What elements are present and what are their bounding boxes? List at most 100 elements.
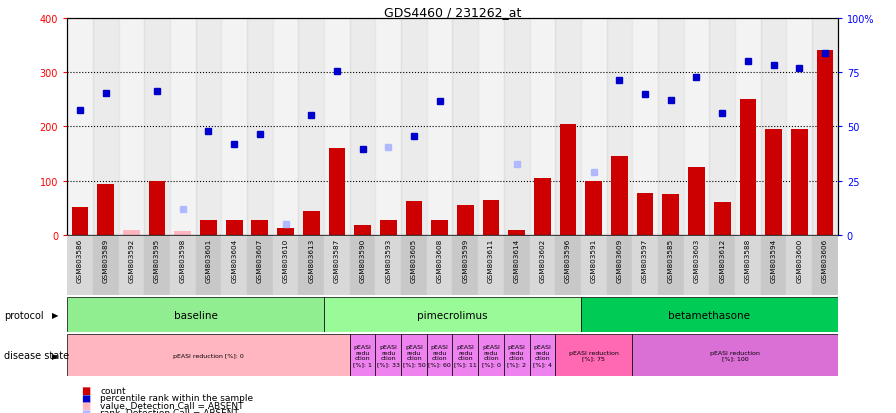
Bar	[324, 19, 349, 235]
Bar	[354, 225, 371, 235]
Bar	[170, 235, 195, 295]
Bar	[688, 168, 705, 235]
Bar	[607, 19, 633, 235]
Bar	[662, 195, 679, 235]
Text: ▶: ▶	[52, 351, 58, 360]
Text: GSM803606: GSM803606	[822, 238, 828, 282]
Bar	[272, 235, 298, 295]
Bar	[431, 220, 448, 235]
Bar	[221, 235, 247, 295]
Bar	[633, 235, 658, 295]
Text: GSM803604: GSM803604	[231, 238, 237, 282]
Bar	[247, 19, 272, 235]
Bar	[739, 100, 756, 235]
Bar	[329, 149, 345, 235]
Text: GSM803605: GSM803605	[411, 238, 417, 282]
Bar	[556, 19, 581, 235]
Bar	[144, 235, 170, 295]
Text: GSM803598: GSM803598	[180, 238, 185, 282]
Bar	[658, 235, 684, 295]
Bar	[144, 19, 170, 235]
Text: disease state: disease state	[4, 350, 70, 360]
Text: GSM803611: GSM803611	[488, 238, 494, 282]
Bar	[200, 220, 217, 235]
Bar	[401, 19, 426, 235]
Text: pEASI reduction [%]: 0: pEASI reduction [%]: 0	[173, 353, 244, 358]
Bar	[735, 19, 761, 235]
Bar	[349, 335, 375, 376]
Bar	[195, 19, 221, 235]
Text: ■: ■	[81, 400, 90, 410]
Text: GSM803614: GSM803614	[513, 238, 520, 282]
Bar	[452, 19, 478, 235]
Text: GSM803592: GSM803592	[128, 238, 134, 282]
Bar	[581, 235, 607, 295]
Bar	[816, 51, 833, 235]
Bar	[787, 19, 812, 235]
Bar	[611, 157, 628, 235]
Text: GSM803599: GSM803599	[462, 238, 469, 282]
Text: GSM803608: GSM803608	[436, 238, 443, 282]
Bar	[710, 235, 735, 295]
Text: GSM803609: GSM803609	[616, 238, 623, 282]
Text: GSM803589: GSM803589	[103, 238, 108, 282]
Bar	[530, 19, 556, 235]
Bar	[812, 235, 838, 295]
Text: GSM803602: GSM803602	[539, 238, 546, 282]
Text: ▶: ▶	[52, 311, 58, 319]
Bar	[761, 235, 787, 295]
Bar	[118, 235, 144, 295]
Bar	[98, 185, 114, 235]
Text: percentile rank within the sample: percentile rank within the sample	[100, 393, 254, 402]
Bar	[530, 335, 556, 376]
Bar	[530, 235, 556, 295]
Text: GSM803597: GSM803597	[642, 238, 648, 282]
Bar	[170, 19, 195, 235]
Bar	[67, 235, 93, 295]
Bar	[375, 19, 401, 235]
Text: GSM803587: GSM803587	[334, 238, 340, 282]
Bar	[349, 235, 375, 295]
Bar	[633, 335, 838, 376]
Bar	[714, 203, 730, 235]
Bar	[581, 297, 838, 332]
Bar	[534, 178, 551, 235]
Bar	[478, 19, 504, 235]
Bar	[684, 235, 710, 295]
Bar	[426, 235, 452, 295]
Bar	[761, 19, 787, 235]
Bar	[478, 335, 504, 376]
Bar	[195, 235, 221, 295]
Bar	[324, 235, 349, 295]
Bar	[452, 235, 478, 295]
Text: pEASI
redu
ction
[%]: 33: pEASI redu ction [%]: 33	[376, 344, 400, 366]
Bar	[123, 230, 140, 235]
Text: GSM803593: GSM803593	[385, 238, 392, 282]
Bar	[349, 19, 375, 235]
Bar	[504, 235, 530, 295]
Bar	[272, 19, 298, 235]
Bar	[581, 19, 607, 235]
Bar	[556, 235, 581, 295]
Bar	[175, 231, 191, 235]
Text: GSM803610: GSM803610	[282, 238, 289, 282]
Text: protocol: protocol	[4, 310, 44, 320]
Bar	[401, 235, 426, 295]
Bar	[684, 19, 710, 235]
Text: ■: ■	[81, 408, 90, 413]
Bar	[67, 335, 349, 376]
Bar	[658, 19, 684, 235]
Text: pEASI reduction
[%]: 75: pEASI reduction [%]: 75	[569, 350, 618, 361]
Bar	[504, 19, 530, 235]
Text: baseline: baseline	[174, 310, 218, 320]
Text: GSM803613: GSM803613	[308, 238, 314, 282]
Text: GSM803601: GSM803601	[205, 238, 211, 282]
Text: GDS4460 / 231262_at: GDS4460 / 231262_at	[383, 6, 521, 19]
Bar	[303, 211, 320, 235]
Bar	[221, 19, 247, 235]
Text: GSM803590: GSM803590	[359, 238, 366, 282]
Text: GSM803603: GSM803603	[694, 238, 700, 282]
Bar	[607, 235, 633, 295]
Bar	[67, 19, 93, 235]
Bar	[149, 181, 166, 235]
